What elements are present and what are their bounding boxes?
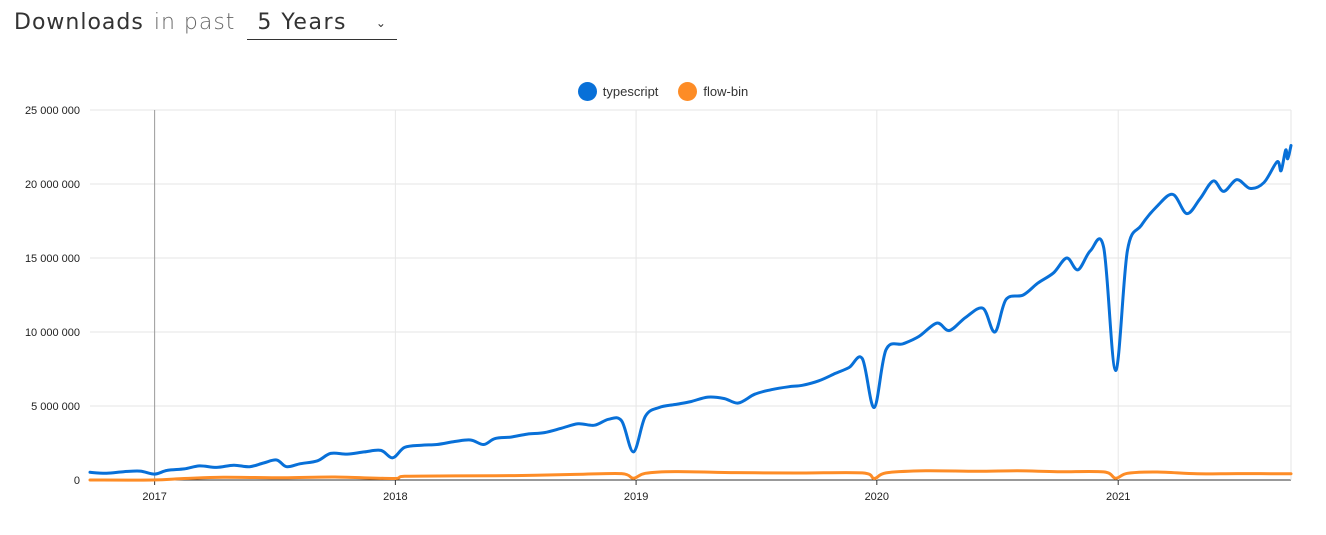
legend-dot-icon bbox=[577, 82, 597, 101]
y-tick-label: 20 000 000 bbox=[25, 179, 80, 191]
x-tick-label: 2019 bbox=[624, 491, 648, 503]
y-tick-label: 5 000 000 bbox=[31, 401, 80, 413]
y-tick-label: 10 000 000 bbox=[25, 327, 80, 339]
legend-dot-icon bbox=[678, 82, 698, 101]
x-tick-label: 2017 bbox=[142, 491, 166, 503]
legend-label: flow-bin bbox=[703, 84, 749, 99]
legend-item-typescript[interactable]: typescript bbox=[577, 82, 659, 101]
period-select-value: 5 Years bbox=[257, 10, 347, 35]
period-select[interactable]: 5 Years ⌄ bbox=[247, 10, 398, 40]
series-line-typescript bbox=[88, 144, 1293, 476]
x-tick-label: 2020 bbox=[865, 491, 889, 503]
downloads-title: Downloads bbox=[14, 10, 144, 35]
y-tick-label: 15 000 000 bbox=[25, 253, 80, 265]
series-line-flow-bin bbox=[88, 469, 1293, 482]
series-layer bbox=[88, 144, 1293, 482]
chevron-down-icon: ⌄ bbox=[375, 16, 388, 30]
downloads-header: Downloads in past 5 Years ⌄ bbox=[14, 10, 398, 44]
legend-item-flow-bin[interactable]: flow-bin bbox=[678, 82, 748, 101]
chart-legend: typescript flow-bin bbox=[0, 82, 1326, 101]
period-prefix: in past bbox=[153, 10, 236, 35]
axis-layer: 0 5 000 000 10 000 000 15 000 000 20 000 000… bbox=[25, 105, 1131, 503]
y-tick-label: 25 000 000 bbox=[25, 105, 80, 117]
x-tick-label: 2018 bbox=[383, 491, 407, 503]
y-tick-label: 0 bbox=[74, 475, 80, 487]
legend-label: typescript bbox=[602, 84, 659, 99]
x-tick-label: 2021 bbox=[1106, 491, 1130, 503]
grid-layer bbox=[90, 109, 1292, 481]
